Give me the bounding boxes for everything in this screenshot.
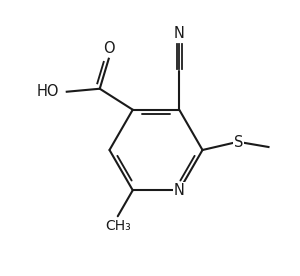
Text: CH₃: CH₃ bbox=[105, 219, 130, 233]
Text: N: N bbox=[174, 26, 185, 41]
Text: N: N bbox=[174, 183, 185, 198]
Text: HO: HO bbox=[37, 84, 59, 99]
Text: O: O bbox=[103, 41, 115, 56]
Text: S: S bbox=[234, 135, 243, 150]
